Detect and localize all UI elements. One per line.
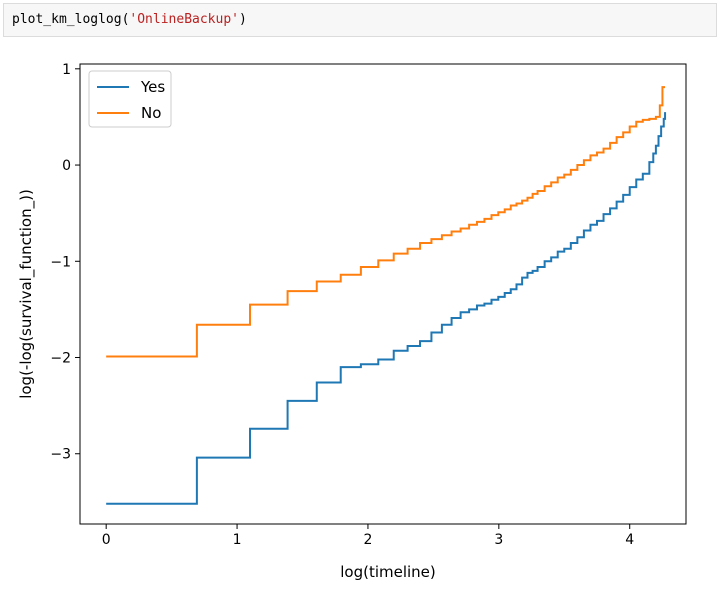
y-tick-label: −1 (50, 254, 71, 270)
series-line-no (106, 86, 666, 358)
x-tick-label: 0 (102, 532, 111, 548)
km-loglog-chart: 0 1 2 3 4 −3 −2 −1 0 1 log(timeline) log(-log(sur… (17, 62, 687, 581)
series-line-yes (106, 112, 667, 505)
axis-ticks: 0 1 2 3 4 −3 −2 −1 0 1 (50, 62, 634, 548)
x-tick-label: 3 (494, 532, 503, 548)
y-tick-label: 1 (62, 62, 71, 78)
x-tick-label: 1 (233, 532, 242, 548)
cell-output: 0 1 2 3 4 −3 −2 −1 0 1 log(timeline) log(-log(sur… (0, 40, 720, 595)
axes-frame (79, 63, 687, 525)
code-cell[interactable]: plot_km_loglog('OnlineBackup') (3, 3, 717, 37)
legend-label-yes: Yes (140, 78, 165, 96)
code-function: plot_km_loglog( (12, 12, 130, 27)
legend: Yes No (88, 70, 172, 128)
code-line: plot_km_loglog('OnlineBackup') (12, 12, 247, 27)
y-axis-label: log(-log(survival_function_)) (17, 189, 36, 399)
x-tick-label: 4 (625, 532, 634, 548)
y-tick-label: −3 (50, 447, 71, 463)
x-tick-label: 2 (363, 532, 372, 548)
y-tick-label: 0 (62, 158, 71, 174)
code-string-arg: 'OnlineBackup' (129, 12, 239, 27)
y-tick-label: −2 (50, 351, 71, 367)
plot-lines (106, 86, 667, 505)
legend-label-no: No (141, 104, 161, 122)
code-close-paren: ) (238, 12, 247, 27)
x-axis-label: log(timeline) (340, 563, 436, 581)
